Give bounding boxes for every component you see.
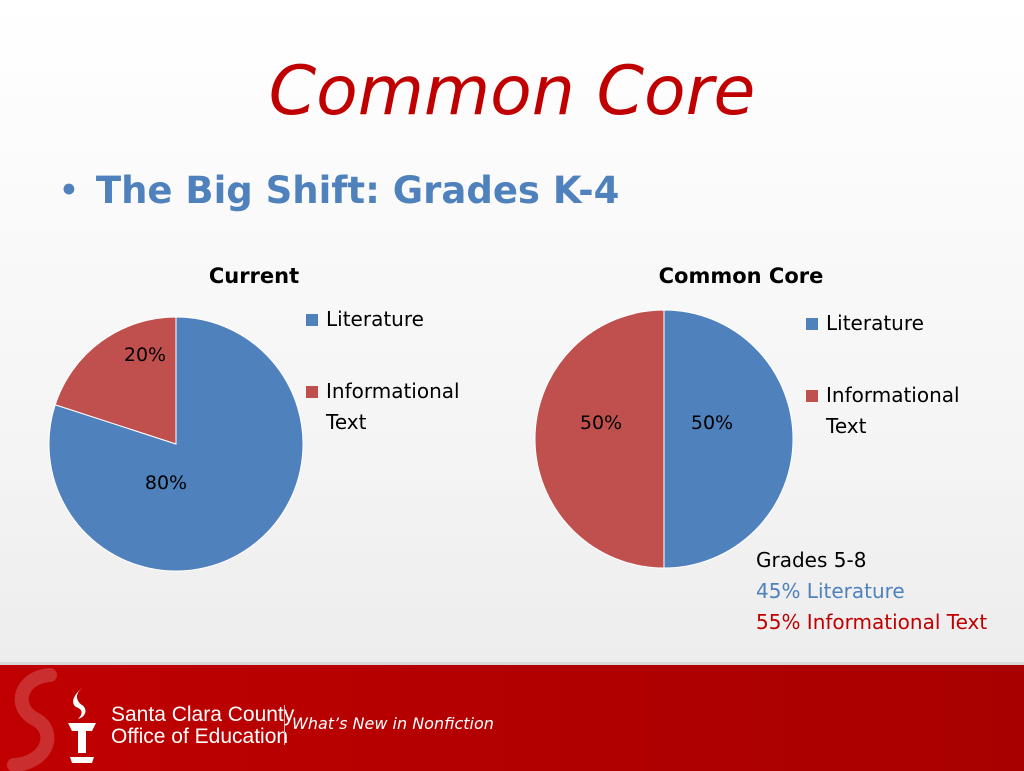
legend-swatch-literature <box>306 314 318 326</box>
legend-swatch-literature <box>806 318 818 330</box>
legend-label: Literature <box>826 311 924 335</box>
pie-charts: Current 80% 20% Literature Informational Text… <box>48 264 960 572</box>
seal-watermark-icon <box>7 668 57 771</box>
note-literature: 45% Literature <box>756 579 905 603</box>
bullet-text: The Big Shift: Grades K-4 <box>95 169 620 212</box>
bullet-point: • The Big Shift: Grades K-4 <box>58 172 619 209</box>
chart-title: Current <box>209 264 299 288</box>
legend-swatch-informational <box>306 386 318 398</box>
slide-title: Common Core <box>268 52 756 131</box>
data-label: 20% <box>124 344 166 366</box>
data-label: 50% <box>691 412 733 434</box>
grades-5-8-note: Grades 5-8 45% Literature 55% Informatio… <box>756 545 987 638</box>
note-heading: Grades 5-8 <box>756 548 867 572</box>
data-label: 80% <box>145 472 187 494</box>
data-label: 50% <box>580 412 622 434</box>
pie-slice-literature <box>663 309 794 569</box>
organization-name: Santa Clara County Office of Education <box>111 704 294 748</box>
legend-label: Literature <box>326 307 424 331</box>
torch-icon <box>68 687 96 763</box>
pie-slice-informational <box>534 309 665 569</box>
org-line-2: Office of Education <box>111 725 289 748</box>
legend-label: Informational Text <box>825 383 960 438</box>
bullet-marker: • <box>58 169 80 212</box>
legend-label: Informational Text <box>325 379 460 434</box>
legend-swatch-informational <box>806 390 818 402</box>
footer-divider <box>284 705 285 745</box>
footer-tagline: What’s New in Nonfiction <box>292 714 494 733</box>
footer-bar: Santa Clara County Office of Education W… <box>0 662 1024 771</box>
org-line-1: Santa Clara County <box>111 703 295 726</box>
chart-title: Common Core <box>659 264 824 288</box>
note-informational: 55% Informational Text <box>756 610 988 634</box>
pie-slice-informational <box>54 316 177 445</box>
